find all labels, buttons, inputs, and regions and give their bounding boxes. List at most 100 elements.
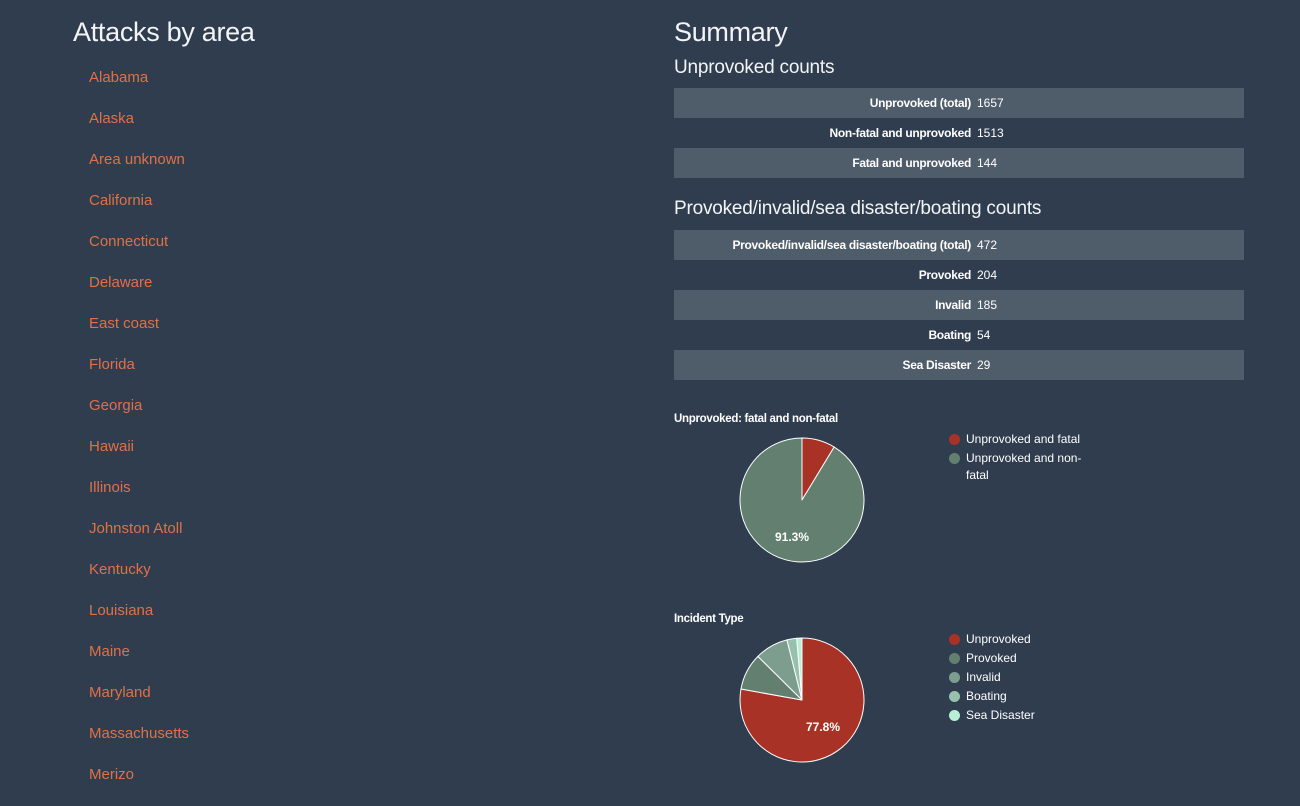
area-item: California [89,191,189,232]
legend-item[interactable]: Provoked [949,650,1089,667]
area-item: Alaska [89,109,189,150]
count-row: Boating 54 [674,320,1244,350]
legend-label: Unprovoked and fatal [966,432,1081,446]
area-link[interactable]: Area unknown [89,151,185,168]
count-label: Provoked/invalid/sea disaster/boating (t… [732,238,971,252]
count-value: 54 [977,328,991,342]
area-link[interactable]: Florida [89,356,135,373]
chart-title: Unprovoked: fatal and non-fatal [674,413,838,425]
area-link[interactable]: Hawaii [89,438,135,455]
area-item: Maine [89,642,189,683]
count-label: Fatal and unprovoked [852,156,971,170]
legend-item[interactable]: Unprovoked [949,631,1089,648]
unprovoked-counts-heading: Unprovoked counts [674,57,835,78]
area-link[interactable]: Maine [89,643,130,660]
chart-legend: Unprovoked Provoked Invalid Boating Sea Disa… [949,631,1089,726]
count-value: 144 [977,156,998,170]
count-value: 185 [977,298,998,312]
area-item: Alabama [89,68,189,109]
summary-title: Summary [674,17,788,47]
count-row: Non-fatal and unprovoked 1513 [674,118,1244,148]
count-label: Invalid [935,298,971,312]
area-item: Merizo [89,765,189,806]
area-item: Maryland [89,683,189,724]
count-row: Fatal and unprovoked 144 [674,148,1244,178]
area-item: Connecticut [89,232,189,273]
pie-data-label: 91.3% [775,530,809,544]
legend-label: Invalid [966,670,1001,684]
legend-marker-icon [949,634,960,645]
legend-item[interactable]: Unprovoked and non-fatal [949,450,1089,484]
area-link[interactable]: Illinois [89,479,131,496]
count-row: Invalid 185 [674,290,1244,320]
area-link[interactable]: Johnston Atoll [89,520,183,537]
unprovoked-counts-table: Unprovoked (total) 1657 Non-fatal and unpr… [674,88,1244,178]
area-item: Illinois [89,478,189,519]
area-link[interactable]: Alabama [89,69,149,86]
legend-marker-icon [949,453,960,464]
count-row: Sea Disaster 29 [674,350,1244,380]
area-list: Alabama Alaska Area unknown California Conne… [89,68,189,806]
count-row: Unprovoked (total) 1657 [674,88,1244,118]
count-value: 204 [977,268,998,282]
legend-marker-icon [949,691,960,702]
pie-slice-sea-disaster[interactable] [796,637,803,701]
area-link[interactable]: Louisiana [89,602,154,619]
area-item: Florida [89,355,189,396]
legend-item[interactable]: Boating [949,688,1089,705]
chart-legend: Unprovoked and fatal Unprovoked and non-f… [949,431,1089,486]
area-link[interactable]: Maryland [89,684,151,701]
area-link[interactable]: Delaware [89,274,153,291]
count-value: 1657 [977,96,1004,110]
count-value: 472 [977,238,998,252]
legend-label: Provoked [966,651,1017,665]
area-link[interactable]: Merizo [89,766,135,783]
count-value: 29 [977,358,991,372]
count-label: Sea Disaster [902,358,972,372]
legend-marker-icon [949,653,960,664]
fatal-nonfatal-pie-chart: Unprovoked: fatal and non-fatal 91.3% Un… [674,413,1244,583]
area-item: Area unknown [89,150,189,191]
provoked-counts-table: Provoked/invalid/sea disaster/boating (t… [674,230,1244,380]
legend-label: Boating [966,689,1007,703]
count-label: Boating [928,328,971,342]
area-item: Hawaii [89,437,189,478]
area-item: Massachusetts [89,724,189,765]
area-item: Delaware [89,273,189,314]
area-item: Louisiana [89,601,189,642]
attacks-by-area-title: Attacks by area [73,17,255,47]
area-item: Kentucky [89,560,189,601]
incident-type-pie-chart: Incident Type 77.8% Unprovoked Provoked In… [674,613,1244,783]
area-item: Johnston Atoll [89,519,189,560]
area-link[interactable]: Connecticut [89,233,169,250]
pie-data-label: 77.8% [806,720,840,734]
pie-svg: 77.8% [739,637,865,763]
legend-marker-icon [949,710,960,721]
legend-item[interactable]: Sea Disaster [949,707,1089,724]
pie-svg: 91.3% [739,437,865,563]
area-item: Georgia [89,396,189,437]
legend-label: Unprovoked and non-fatal [966,451,1082,482]
count-label: Non-fatal and unprovoked [829,126,972,140]
provoked-counts-heading: Provoked/invalid/sea disaster/boating co… [674,198,1042,219]
area-item: East coast [89,314,189,355]
count-row: Provoked 204 [674,260,1244,290]
count-row: Provoked/invalid/sea disaster/boating (t… [674,230,1244,260]
pie-slice-unprovoked-and-non-fatal[interactable] [739,437,865,563]
area-link[interactable]: California [89,192,153,209]
chart-title: Incident Type [674,613,744,625]
legend-item[interactable]: Invalid [949,669,1089,686]
legend-marker-icon [949,672,960,683]
legend-item[interactable]: Unprovoked and fatal [949,431,1089,448]
count-value: 1513 [977,126,1004,140]
count-label: Unprovoked (total) [869,96,972,110]
legend-label: Sea Disaster [966,708,1035,722]
legend-label: Unprovoked [966,632,1031,646]
legend-marker-icon [949,434,960,445]
area-link[interactable]: Massachusetts [89,725,190,742]
area-link[interactable]: Alaska [89,110,135,127]
count-label: Provoked [918,268,972,282]
area-link[interactable]: Kentucky [89,561,151,578]
area-link[interactable]: East coast [89,315,160,332]
area-link[interactable]: Georgia [89,397,143,414]
